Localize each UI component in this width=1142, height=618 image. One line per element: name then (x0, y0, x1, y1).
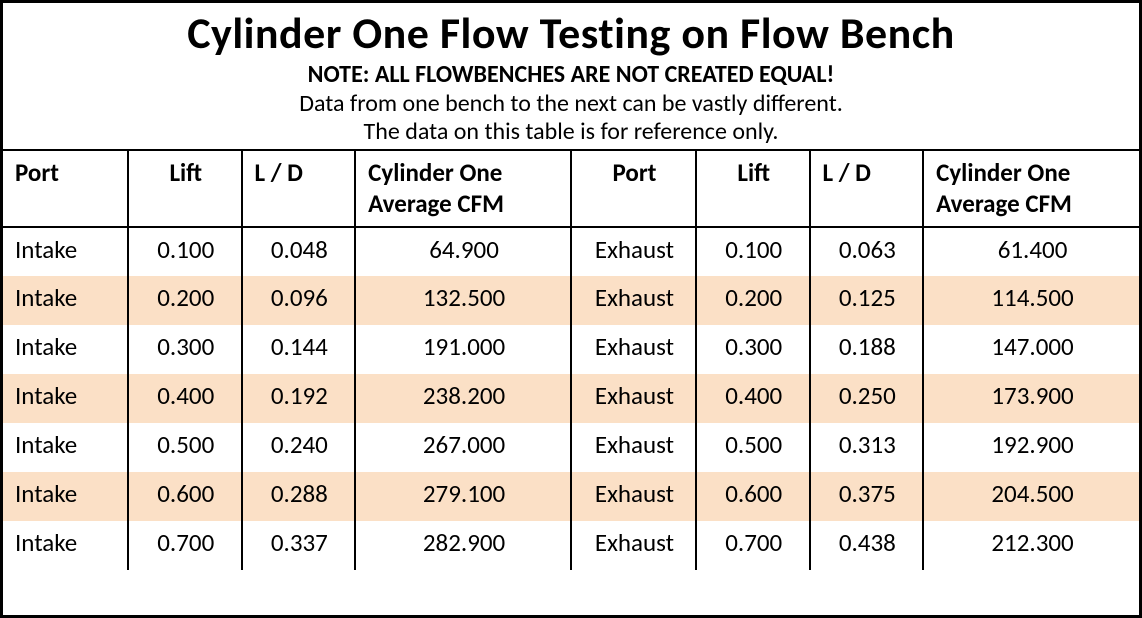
ld-cell-right: 0.375 (810, 472, 924, 521)
ld-cell-left: 0.144 (242, 325, 356, 374)
ld-cell-right: 0.250 (810, 374, 924, 423)
lift-cell-right: 0.100 (696, 227, 810, 276)
port-cell-left: Intake (3, 227, 128, 276)
lift-cell-left: 0.600 (128, 472, 242, 521)
cfm-cell-right: 61.400 (923, 227, 1139, 276)
port-cell-left: Intake (3, 276, 128, 325)
col-header-lift-right: Lift (696, 151, 810, 227)
col-header-cfm-right: Cylinder One Average CFM (923, 151, 1139, 227)
table-frame: Cylinder One Flow Testing on Flow Bench … (0, 0, 1142, 618)
lift-cell-left: 0.200 (128, 276, 242, 325)
cfm-cell-left: 238.200 (355, 374, 571, 423)
ld-cell-right: 0.188 (810, 325, 924, 374)
port-cell-right: Exhaust (571, 472, 696, 521)
ld-cell-left: 0.048 (242, 227, 356, 276)
header-block: Cylinder One Flow Testing on Flow Bench … (3, 3, 1139, 151)
lift-cell-right: 0.200 (696, 276, 810, 325)
ld-cell-right: 0.063 (810, 227, 924, 276)
port-cell-left: Intake (3, 423, 128, 472)
cfm-cell-left: 64.900 (355, 227, 571, 276)
col-header-ld-right: L / D (810, 151, 924, 227)
lift-cell-left: 0.700 (128, 521, 242, 570)
port-cell-right: Exhaust (571, 423, 696, 472)
lift-cell-left: 0.500 (128, 423, 242, 472)
col-header-port-left: Port (3, 151, 128, 227)
cfm-cell-left: 191.000 (355, 325, 571, 374)
port-cell-left: Intake (3, 521, 128, 570)
port-cell-right: Exhaust (571, 374, 696, 423)
lift-cell-left: 0.400 (128, 374, 242, 423)
ld-cell-left: 0.240 (242, 423, 356, 472)
col-header-lift-left: Lift (128, 151, 242, 227)
port-cell-right: Exhaust (571, 276, 696, 325)
lift-cell-right: 0.400 (696, 374, 810, 423)
flow-table: Port Lift L / D Cylinder One Average CFM… (3, 151, 1139, 570)
note-line: NOTE: ALL FLOWBENCHES ARE NOT CREATED EQ… (13, 61, 1129, 90)
table-row: Intake0.7000.337282.900Exhaust0.7000.438… (3, 521, 1139, 570)
port-cell-right: Exhaust (571, 227, 696, 276)
port-cell-right: Exhaust (571, 325, 696, 374)
lift-cell-right: 0.500 (696, 423, 810, 472)
lift-cell-right: 0.700 (696, 521, 810, 570)
sub-line-2: The data on this table is for reference … (13, 118, 1129, 146)
sub-line-1: Data from one bench to the next can be v… (13, 90, 1129, 118)
table-row: Intake0.5000.240267.000Exhaust0.5000.313… (3, 423, 1139, 472)
cfm-cell-right: 204.500 (923, 472, 1139, 521)
ld-cell-right: 0.125 (810, 276, 924, 325)
ld-cell-left: 0.096 (242, 276, 356, 325)
cfm-cell-left: 267.000 (355, 423, 571, 472)
port-cell-right: Exhaust (571, 521, 696, 570)
ld-cell-right: 0.313 (810, 423, 924, 472)
col-header-port-right: Port (571, 151, 696, 227)
table-row: Intake0.4000.192238.200Exhaust0.4000.250… (3, 374, 1139, 423)
port-cell-left: Intake (3, 374, 128, 423)
table-row: Intake0.1000.04864.900Exhaust0.1000.0636… (3, 227, 1139, 276)
lift-cell-left: 0.300 (128, 325, 242, 374)
ld-cell-left: 0.192 (242, 374, 356, 423)
cfm-cell-left: 282.900 (355, 521, 571, 570)
cfm-cell-right: 192.900 (923, 423, 1139, 472)
cfm-cell-right: 212.300 (923, 521, 1139, 570)
header-row: Port Lift L / D Cylinder One Average CFM… (3, 151, 1139, 227)
cfm-cell-left: 132.500 (355, 276, 571, 325)
page-title: Cylinder One Flow Testing on Flow Bench (13, 9, 1129, 57)
cfm-cell-right: 147.000 (923, 325, 1139, 374)
ld-cell-left: 0.337 (242, 521, 356, 570)
lift-cell-left: 0.100 (128, 227, 242, 276)
lift-cell-right: 0.600 (696, 472, 810, 521)
port-cell-left: Intake (3, 472, 128, 521)
ld-cell-left: 0.288 (242, 472, 356, 521)
col-header-cfm-left: Cylinder One Average CFM (355, 151, 571, 227)
cfm-cell-right: 173.900 (923, 374, 1139, 423)
table-row: Intake0.6000.288279.100Exhaust0.6000.375… (3, 472, 1139, 521)
cfm-cell-left: 279.100 (355, 472, 571, 521)
ld-cell-right: 0.438 (810, 521, 924, 570)
col-header-ld-left: L / D (242, 151, 356, 227)
port-cell-left: Intake (3, 325, 128, 374)
cfm-cell-right: 114.500 (923, 276, 1139, 325)
table-body: Intake0.1000.04864.900Exhaust0.1000.0636… (3, 227, 1139, 570)
table-row: Intake0.3000.144191.000Exhaust0.3000.188… (3, 325, 1139, 374)
table-row: Intake0.2000.096132.500Exhaust0.2000.125… (3, 276, 1139, 325)
lift-cell-right: 0.300 (696, 325, 810, 374)
